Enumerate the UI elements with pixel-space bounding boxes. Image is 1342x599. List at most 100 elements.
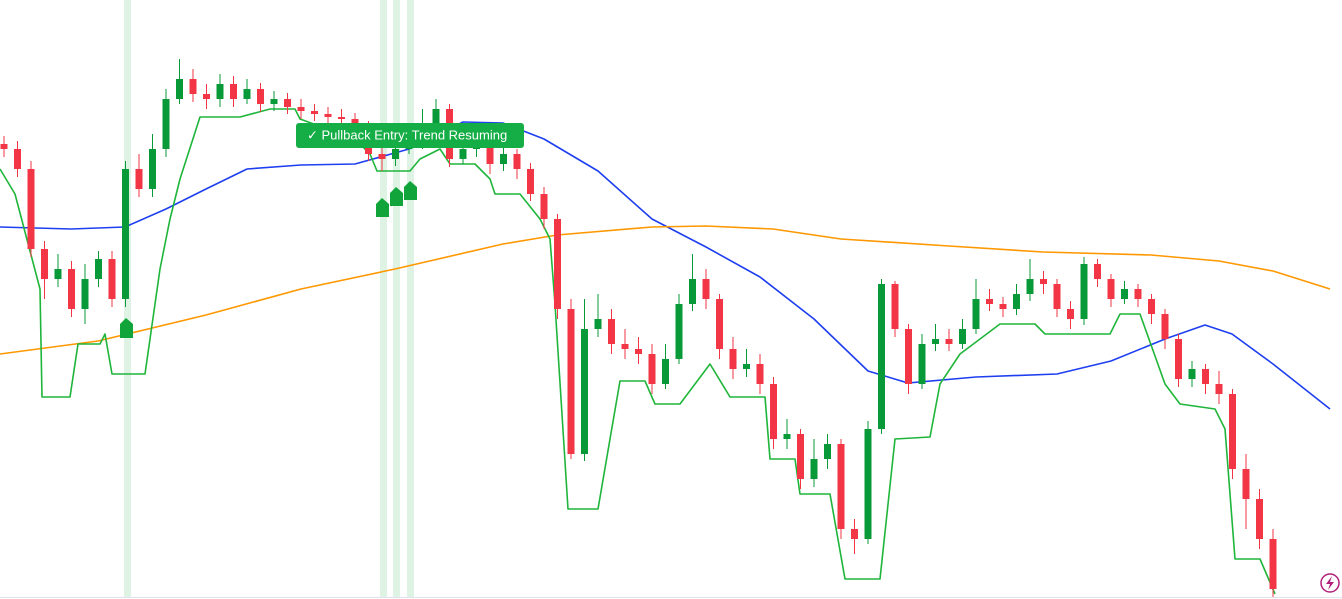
candle-body xyxy=(135,169,143,189)
candle-body xyxy=(1148,299,1155,314)
candle-body xyxy=(864,429,872,539)
candle-body xyxy=(108,259,116,299)
candle-body xyxy=(1242,469,1250,499)
candle-body xyxy=(918,344,926,384)
annotation: ✓ Pullback Entry: Trend Resuming xyxy=(296,123,524,148)
candle-body xyxy=(716,299,723,349)
candle-body xyxy=(1080,264,1088,319)
candle-body xyxy=(14,149,21,169)
bolt-icon[interactable] xyxy=(1320,573,1340,593)
candle-body xyxy=(1188,369,1196,379)
candle-body xyxy=(230,84,237,99)
signal-markers xyxy=(120,181,417,338)
candle-body xyxy=(1215,384,1223,394)
candle-body xyxy=(972,299,980,329)
signal-arrow xyxy=(404,181,417,200)
candle-body xyxy=(459,149,467,159)
candle-body xyxy=(297,107,305,111)
candle-body xyxy=(338,117,345,119)
candle-body xyxy=(81,279,89,309)
candle-body xyxy=(392,149,399,159)
candle-body xyxy=(122,169,129,299)
candle-body xyxy=(486,144,494,164)
candle-body xyxy=(810,459,818,479)
candle-body xyxy=(203,94,210,99)
candle-body xyxy=(0,144,8,149)
candle-body xyxy=(878,284,885,429)
annotation-box xyxy=(296,123,524,148)
candle-body xyxy=(783,434,791,439)
candle-body xyxy=(216,84,224,99)
candle-body xyxy=(1161,314,1169,339)
candle-body xyxy=(891,284,899,329)
signal-arrow xyxy=(390,187,403,206)
candle-body xyxy=(851,529,858,539)
annotation-text: ✓ Pullback Entry: Trend Resuming xyxy=(307,127,507,142)
indicator-line xyxy=(0,108,1276,595)
bolt[interactable] xyxy=(1326,576,1334,590)
candle-body xyxy=(945,339,953,344)
candle-body xyxy=(378,154,386,159)
candle-body xyxy=(95,259,102,279)
candle-body xyxy=(662,359,669,384)
candle-body xyxy=(1202,369,1209,384)
candle-body xyxy=(770,384,777,439)
candle-body xyxy=(1053,284,1061,309)
candle-body xyxy=(270,99,278,104)
candle-body xyxy=(743,364,750,369)
candle-body xyxy=(905,329,912,384)
candle-body xyxy=(1026,279,1034,294)
indicator-lines xyxy=(0,108,1331,595)
candle-body xyxy=(1067,309,1074,319)
candle-body xyxy=(311,111,318,114)
candle-body xyxy=(1256,499,1263,539)
candle-body xyxy=(594,319,602,329)
candle-body xyxy=(284,99,291,107)
candle-body xyxy=(567,309,575,454)
candle-body xyxy=(189,79,197,94)
indicator-line xyxy=(0,121,1331,410)
candle-body xyxy=(432,109,440,129)
candle-body xyxy=(513,154,521,169)
candle-body xyxy=(54,269,62,279)
candle-body xyxy=(932,339,939,344)
candle-body xyxy=(500,154,507,164)
candle-body xyxy=(1229,394,1236,469)
candle-body xyxy=(27,169,35,249)
candle-body xyxy=(243,89,251,99)
signal-band xyxy=(380,0,387,597)
candle-body xyxy=(527,169,534,194)
candle-body xyxy=(1134,289,1142,299)
candle-body xyxy=(1040,279,1047,284)
candle-body xyxy=(1013,294,1020,309)
candle-body xyxy=(162,99,170,149)
candle-body xyxy=(1094,264,1101,279)
candle-body xyxy=(635,349,642,354)
candle-body xyxy=(68,269,75,309)
candle-body xyxy=(729,349,737,369)
signal-arrow xyxy=(376,198,389,217)
candle-body xyxy=(1107,279,1115,299)
candle-body xyxy=(824,444,831,459)
candle-body xyxy=(621,344,629,349)
candle-body xyxy=(581,329,588,454)
candle-body xyxy=(257,89,264,104)
candle-body xyxy=(324,114,332,117)
candle-body xyxy=(999,304,1007,309)
candle-body xyxy=(1269,539,1277,589)
signal-band xyxy=(407,0,414,597)
candle-body xyxy=(702,279,710,299)
candle-body xyxy=(797,434,804,479)
candle-body xyxy=(959,329,966,344)
candle-body xyxy=(837,444,845,529)
indicator-line xyxy=(0,225,1331,355)
candle-body xyxy=(41,249,48,279)
candle-body xyxy=(648,354,656,384)
signal-arrow xyxy=(120,318,133,338)
candles xyxy=(0,59,1277,597)
candle-body xyxy=(176,79,183,99)
candle-body xyxy=(689,279,696,304)
candle-body xyxy=(149,149,156,189)
